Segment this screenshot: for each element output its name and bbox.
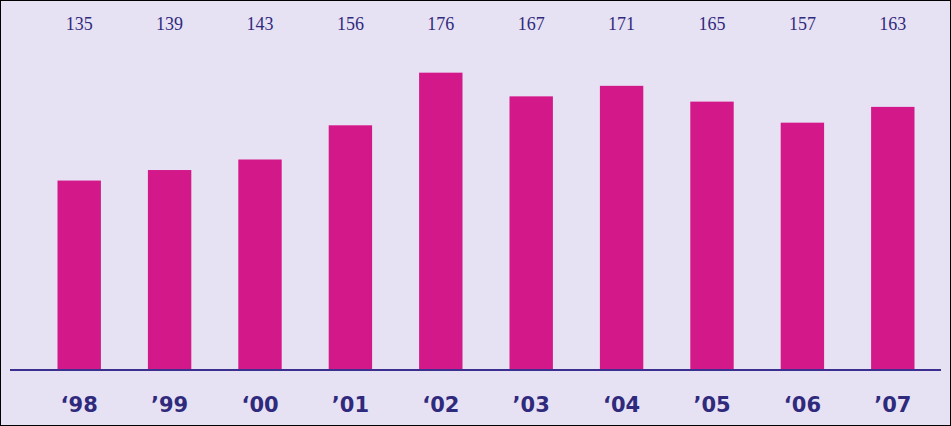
x-tick: ‘00 bbox=[241, 370, 278, 417]
bar bbox=[871, 107, 914, 370]
x-tick-label: ‘00 bbox=[241, 393, 278, 417]
data-labels: 135 139 143 156 176 167 171 165 157 163 bbox=[66, 14, 907, 34]
x-tick-label: ‘02 bbox=[422, 393, 459, 417]
data-label: 171 bbox=[608, 14, 635, 34]
x-tick: ‘98 bbox=[61, 370, 98, 417]
x-tick: ’05 bbox=[693, 370, 730, 417]
bar bbox=[600, 86, 643, 370]
x-tick: ’01 bbox=[332, 370, 369, 417]
data-label: 143 bbox=[247, 14, 274, 34]
x-tick-label: ’03 bbox=[513, 393, 550, 417]
x-tick: ’99 bbox=[151, 370, 188, 417]
x-tick-label: ‘06 bbox=[784, 393, 821, 417]
data-label: 156 bbox=[337, 14, 364, 34]
chart: ‘98’99‘00’01‘02’03‘04’05‘06’071351391431… bbox=[0, 0, 951, 426]
x-axis: ‘98 ’99 ‘00 ’01 ‘02 ’03 ‘04 ’05 ‘06 ’07 bbox=[10, 370, 941, 417]
axis-line bbox=[10, 369, 941, 371]
x-tick-label: ’99 bbox=[151, 393, 188, 417]
x-tick-label: ‘98 bbox=[61, 393, 98, 417]
x-tick: ’07 bbox=[874, 370, 911, 417]
x-tick: ‘02 bbox=[422, 370, 459, 417]
x-tick-label: ’07 bbox=[874, 393, 911, 417]
bar bbox=[329, 125, 372, 370]
background bbox=[1, 1, 951, 426]
x-tick: ‘06 bbox=[784, 370, 821, 417]
x-tick-label: ‘04 bbox=[603, 393, 640, 417]
x-tick: ‘04 bbox=[603, 370, 640, 417]
bar bbox=[510, 96, 553, 370]
bar bbox=[58, 181, 101, 370]
bar bbox=[690, 102, 733, 370]
data-label: 139 bbox=[156, 14, 183, 34]
data-label: 135 bbox=[66, 14, 93, 34]
data-label: 165 bbox=[699, 14, 726, 34]
bars bbox=[58, 73, 915, 370]
x-tick: ’03 bbox=[513, 370, 550, 417]
data-label: 176 bbox=[427, 14, 454, 34]
x-tick-label: ’05 bbox=[693, 393, 730, 417]
bar bbox=[781, 123, 824, 370]
x-tick-label: ’01 bbox=[332, 393, 369, 417]
bar bbox=[238, 160, 281, 370]
bar bbox=[419, 73, 462, 370]
data-label: 167 bbox=[518, 14, 545, 34]
bar bbox=[148, 170, 191, 370]
data-label: 163 bbox=[879, 14, 906, 34]
data-label: 157 bbox=[789, 14, 816, 34]
